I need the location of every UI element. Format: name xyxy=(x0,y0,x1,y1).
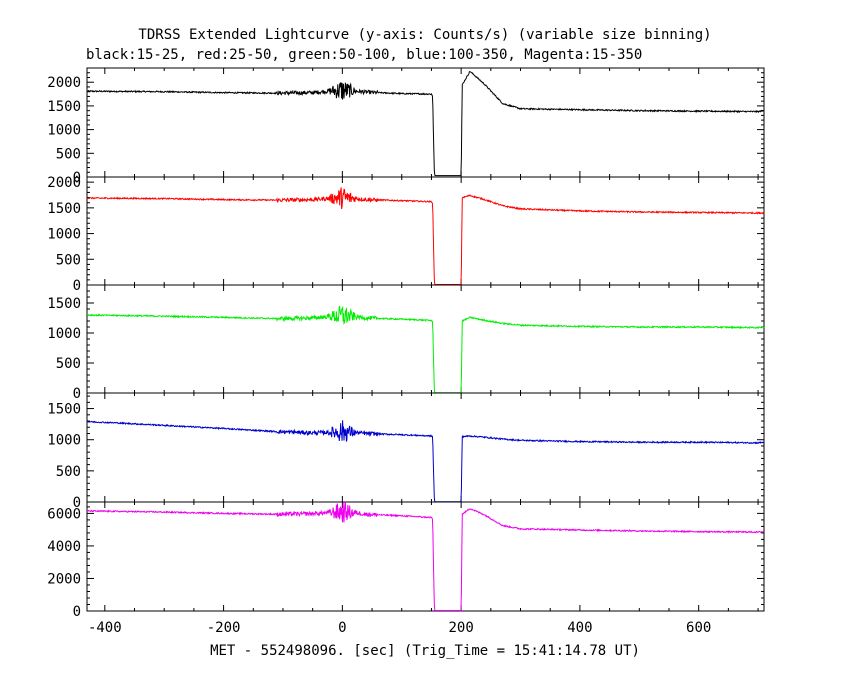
y-tick-label: 0 xyxy=(73,386,81,402)
series-line-100-350 xyxy=(86,420,765,503)
y-tick-label: 1000 xyxy=(47,433,81,449)
y-tick-label: 0 xyxy=(73,170,81,186)
y-tick-label: 500 xyxy=(56,146,81,162)
series-line-25-50 xyxy=(86,187,765,286)
panel-frame xyxy=(86,67,765,178)
y-tick-label: 2000 xyxy=(47,175,81,191)
x-tick-label: -400 xyxy=(88,620,122,636)
panel-frame xyxy=(86,176,765,286)
y-tick-label: 6000 xyxy=(47,506,81,522)
x-tick-labels: -400 -200 0 200 400 600 xyxy=(88,620,711,636)
y-tick-label: 0 xyxy=(73,278,81,294)
y-tick-label: 0 xyxy=(73,495,81,511)
y-tick-label: 1000 xyxy=(47,326,81,342)
x-tick-label: 200 xyxy=(448,620,473,636)
panel-frame xyxy=(86,501,765,612)
x-axis-label: MET - 552498096. [sec] (Trig_Time = 15:4… xyxy=(210,643,640,659)
x-tick-label: 600 xyxy=(686,620,711,636)
series-line-15-25 xyxy=(86,71,765,177)
y-tick-label: 1000 xyxy=(47,227,81,243)
y-tick-label: 2000 xyxy=(47,75,81,91)
y-tick-label: 500 xyxy=(56,252,81,268)
y-tick-label: 500 xyxy=(56,356,81,372)
chart-title: TDRSS Extended Lightcurve (y-axis: Count… xyxy=(138,27,711,43)
chart-subtitle: black:15-25, red:25-50, green:50-100, bl… xyxy=(86,47,642,63)
y-tick-label: 1500 xyxy=(47,296,81,312)
panel-15-25: 0 500 1000 1500 2000 xyxy=(47,67,765,186)
y-tick-label: 0 xyxy=(73,604,81,620)
panels: 0500100015002000050010001500200005001000… xyxy=(47,67,765,620)
series-line-15-350 xyxy=(86,501,764,613)
x-tick-label: 0 xyxy=(338,620,346,636)
y-tick-label: 1500 xyxy=(47,402,81,418)
panel-frame xyxy=(86,284,765,394)
panel-50-100: 0 500 1000 1500 xyxy=(47,284,765,402)
panel-frame xyxy=(86,392,765,503)
panel-100-350: 0 500 1000 1500 xyxy=(47,392,765,511)
y-tick-label: 1500 xyxy=(47,201,81,217)
y-tick-label: 1000 xyxy=(47,123,81,139)
y-tick-label: 500 xyxy=(56,464,81,480)
series-line-50-100 xyxy=(86,305,765,394)
panel-15-350: 0 2000 4000 6000 xyxy=(47,501,765,620)
y-tick-label: 1500 xyxy=(47,99,81,115)
panel-25-50: 0 500 1000 1500 2000 xyxy=(47,175,765,294)
y-tick-label: 4000 xyxy=(47,539,81,555)
x-tick-label: -200 xyxy=(207,620,241,636)
x-tick-label: 400 xyxy=(567,620,592,636)
y-tick-label: 2000 xyxy=(47,571,81,587)
